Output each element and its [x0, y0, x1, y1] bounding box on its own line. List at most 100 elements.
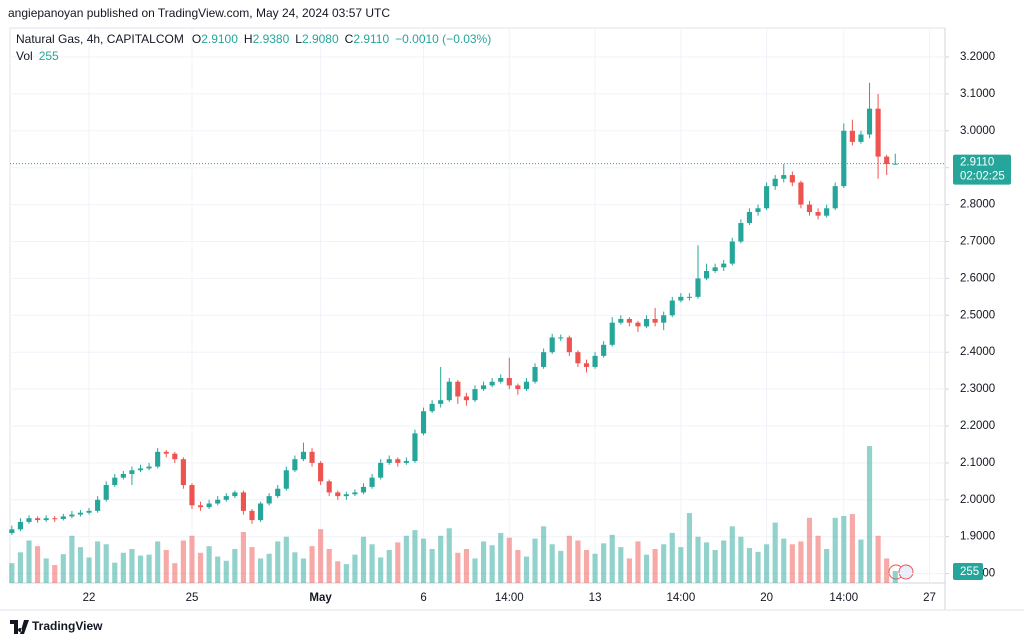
volume-bar [746, 548, 753, 583]
volume-bar [395, 542, 401, 583]
volume-bar [481, 541, 487, 583]
candle-body [815, 211, 821, 216]
volume-bar [403, 535, 409, 583]
candle-body [824, 208, 830, 216]
candle-body [9, 529, 15, 534]
legend-key: L [295, 32, 302, 46]
volume-bar [892, 570, 898, 583]
volume-bar [43, 558, 49, 583]
candle-body [712, 267, 718, 272]
y-tick-label: 3.1000 [960, 88, 995, 100]
candle-body [875, 108, 881, 157]
volume-bar [755, 551, 761, 583]
volume-bar [695, 536, 701, 583]
volume-bar [575, 540, 581, 583]
candle-body [798, 182, 804, 205]
volume-legend: Vol 255 [16, 49, 59, 63]
candle-body [197, 505, 204, 508]
x-tick-label: 6 [420, 592, 426, 604]
volume-bar [669, 532, 675, 583]
volume-bar [95, 541, 101, 583]
candle-body [318, 462, 324, 482]
candle-body [695, 278, 701, 297]
candle-body [86, 510, 92, 513]
volume-bar [729, 526, 735, 583]
candle-body [43, 518, 49, 521]
x-tick-label: 14:00 [829, 592, 858, 604]
legend-change: −0.0010 (−0.03%) [395, 32, 491, 46]
candle-body [283, 470, 289, 489]
price-label-box [953, 154, 1011, 185]
volume-bar [489, 545, 495, 583]
volume-bar [17, 552, 24, 583]
candle-body [77, 512, 84, 515]
volume-bar [258, 558, 264, 583]
y-tick-label: 2.5000 [960, 309, 995, 321]
legend-key: H [244, 32, 253, 46]
candle-body [17, 521, 24, 530]
grid [10, 28, 945, 583]
candle-body [549, 337, 555, 353]
candle-body [686, 296, 692, 298]
volume-bar [155, 541, 161, 583]
volume-bar [532, 538, 538, 583]
x-tick-label: May [309, 592, 332, 604]
candle-body [583, 363, 590, 367]
y-tick-label: 2.6000 [960, 272, 995, 284]
volume-bar [686, 513, 692, 583]
candle-body [858, 134, 864, 142]
candle-body [806, 204, 813, 212]
candle-body [129, 470, 135, 474]
volume-bar [601, 543, 607, 583]
volume-bar [163, 549, 169, 583]
volume-bar [52, 565, 58, 583]
volume-bar [789, 544, 795, 583]
candle-body [395, 459, 401, 463]
volume-legend-key: Vol [16, 49, 33, 63]
volume-bar [446, 528, 452, 583]
event-icons [888, 564, 914, 580]
volume-bar [420, 538, 427, 583]
candle-body [764, 186, 770, 209]
candle-body [292, 459, 298, 471]
volume-bar [69, 535, 75, 583]
candle-body [360, 486, 367, 493]
legend-key: O [192, 32, 201, 46]
volume-bar [35, 546, 41, 583]
volume-bar [661, 544, 667, 583]
candle-body [35, 518, 41, 521]
volume-bar [609, 534, 615, 583]
y-tick-label: 3.2000 [960, 51, 995, 63]
candle-body [137, 468, 144, 471]
volume-bar [326, 549, 332, 583]
volume-bar [215, 556, 221, 583]
candle-body [772, 178, 778, 187]
candle-body [275, 488, 281, 497]
volume-bar [232, 549, 238, 583]
volume-bar [300, 558, 307, 583]
candle-body [498, 378, 504, 382]
candle-body [206, 503, 212, 508]
volume-bar [318, 529, 324, 583]
candle-body [866, 108, 873, 135]
candle-body [721, 263, 727, 268]
candle-body [738, 223, 744, 242]
candle-body [120, 473, 126, 478]
volume-bar [429, 549, 435, 583]
volume-bar [112, 562, 118, 583]
volume-bar [583, 549, 590, 583]
volume-bar [806, 517, 813, 583]
volume-bar [292, 552, 298, 583]
volume-bar [592, 553, 598, 583]
volume-bar [60, 554, 66, 583]
volume-bar [738, 536, 744, 583]
candle-body [95, 499, 101, 511]
candle-body [189, 485, 195, 506]
volume-bar [455, 552, 461, 583]
candle-body [300, 451, 307, 460]
volume-bar [438, 535, 444, 583]
y-tick-label: 2.2000 [960, 420, 995, 432]
countdown: 02:02:25 [960, 171, 1005, 183]
candle-body [412, 433, 418, 462]
